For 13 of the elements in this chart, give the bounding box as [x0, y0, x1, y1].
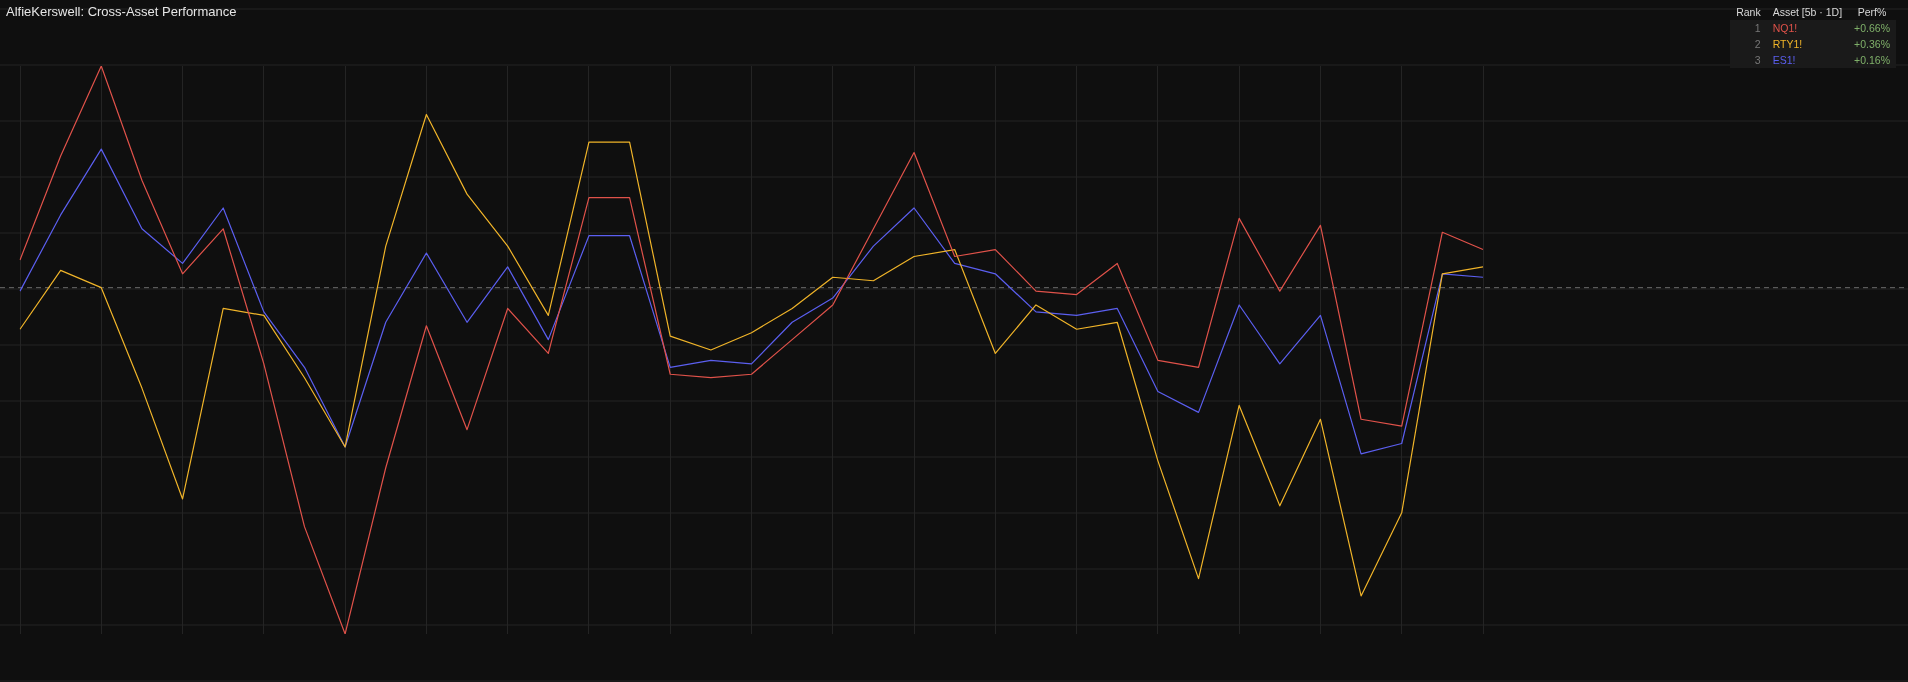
- text: 3: [1753, 53, 1762, 68]
- text: Perf%: [1856, 5, 1888, 20]
- text: NQ1!: [1771, 21, 1799, 36]
- text: Asset [5b · 1D]: [1771, 5, 1844, 20]
- text: +0.16%: [1853, 53, 1891, 68]
- chart-title: AlfieKerswell: Cross-Asset Performance: [6, 4, 237, 19]
- text: 1: [1753, 21, 1762, 36]
- text: 2: [1753, 37, 1762, 52]
- text: RTY1!: [1771, 37, 1804, 52]
- text: +0.66%: [1853, 21, 1891, 36]
- text: +0.36%: [1853, 37, 1891, 52]
- text: ES1!: [1771, 53, 1797, 68]
- text: Rank: [1735, 5, 1762, 20]
